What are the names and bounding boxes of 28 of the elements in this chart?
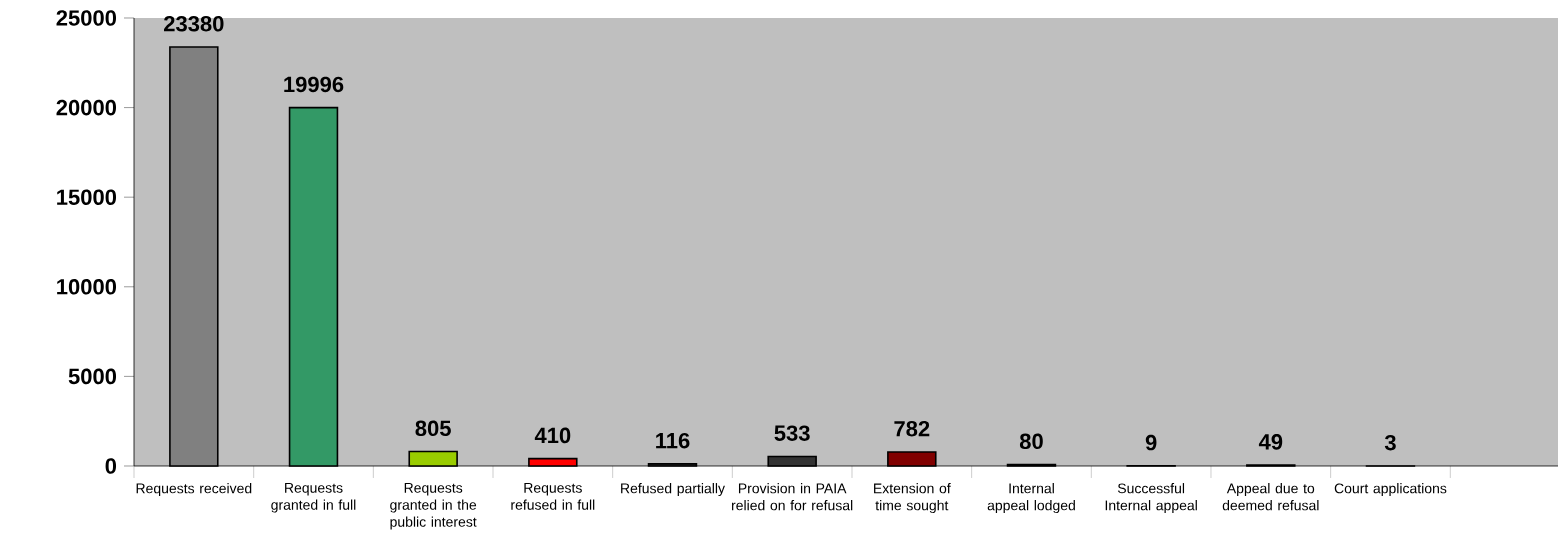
data-label: 19996 [284, 76, 344, 93]
data-label: 782 [894, 420, 930, 437]
data-label: 533 [774, 425, 810, 441]
y-tick-label: 0 [105, 458, 117, 474]
x-tick-label: Successful Internal appeal [1105, 483, 1197, 514]
x-tick-label: Provision in PAIA relied on for refusal [732, 483, 853, 511]
y-tick-label: 15000 [57, 189, 117, 205]
data-label: 49 [1258, 434, 1283, 450]
data-label: 3 [1384, 434, 1396, 451]
x-tick-label: Court applications [1334, 483, 1447, 497]
x-tick-label: Requests granted in full [271, 483, 356, 513]
y-tick-label: 5000 [68, 368, 117, 385]
data-label: 116 [656, 432, 690, 449]
x-tick-label: Internal appeal lodged [987, 483, 1075, 514]
data-label: 23380 [164, 15, 224, 32]
y-tick-label: 10000 [57, 279, 117, 295]
x-tick-label: Extension of time sought [874, 483, 951, 514]
x-tick-label: Requests refused in full [511, 483, 595, 510]
y-tick-label: 25000 [56, 10, 117, 26]
data-label: 80 [1019, 433, 1043, 450]
x-tick-label: Requests received [136, 483, 252, 497]
y-tick-label: 20000 [56, 99, 117, 116]
data-label: 805 [415, 420, 451, 437]
data-label: 410 [534, 427, 571, 444]
x-tick-label: Appeal due to deemed refusal [1222, 483, 1319, 511]
data-label: 9 [1145, 434, 1157, 451]
x-tick-label: Refused partially [621, 483, 725, 497]
x-tick-label: Requests granted in the public interest [390, 483, 477, 530]
